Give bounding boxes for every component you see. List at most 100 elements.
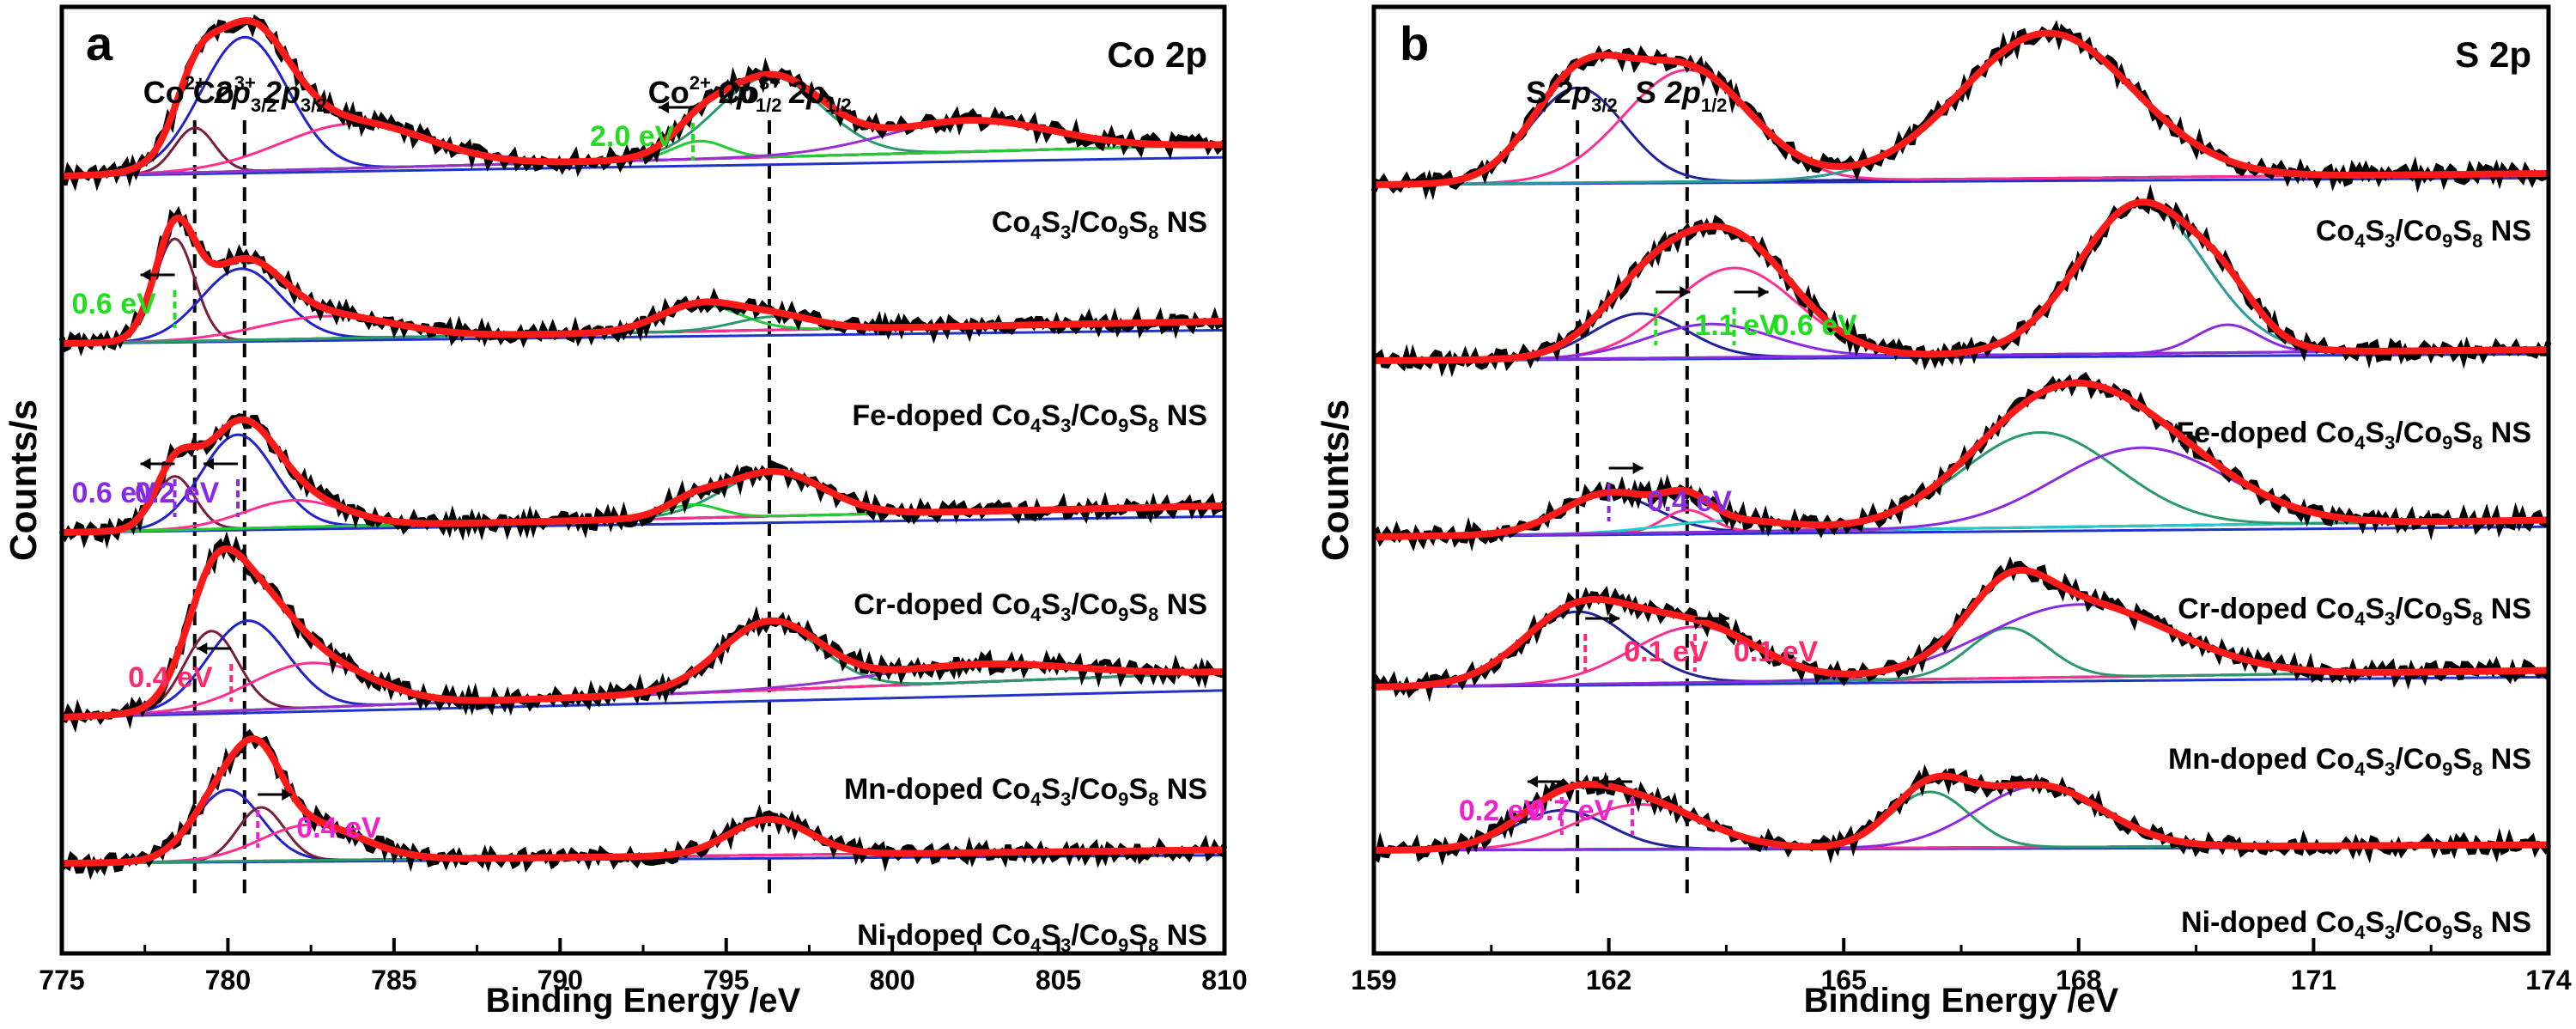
fit-envelope-line — [1373, 29, 2549, 188]
fit-envelope-line — [1373, 566, 2549, 691]
sample-label: Co4S3/Co9S8 NS — [992, 206, 1207, 243]
panel-title: Co 2p — [1107, 34, 1207, 75]
shift-value: 2.0 eV — [590, 120, 675, 153]
x-tick-label: 780 — [205, 965, 251, 996]
baseline-line — [61, 155, 1225, 178]
shift-value: 0.4 eV — [128, 661, 213, 694]
shift-value: 0.4 eV — [296, 812, 381, 844]
panel-letter: a — [86, 16, 113, 70]
peak-label: S 2p1/2 — [1636, 75, 1728, 116]
panel-a: Co4S3/Co9S8 NS Fe-doped Co4S3/Co9S8 NS Cr-… — [3, 4, 1248, 1020]
baseline-line — [61, 328, 1225, 345]
shift-arrowhead — [659, 101, 670, 113]
shift-value: 0.2 eV — [135, 477, 220, 509]
x-tick-label: 775 — [39, 965, 84, 996]
fit-envelope-line — [61, 17, 1225, 180]
shift-arrowhead — [140, 458, 151, 470]
x-tick-label: 171 — [2291, 965, 2336, 996]
spectrum-1: Co4S3/Co9S8 NS — [1370, 20, 2551, 252]
fit-envelope-line — [1373, 379, 2549, 540]
spectrum-4: Mn-doped Co4S3/Co9S8 NS — [1370, 556, 2551, 780]
shift-value: 0.6 eV — [1773, 309, 1858, 342]
shift-arrowhead — [1632, 462, 1643, 474]
sample-label: Mn-doped Co4S3/Co9S8 NS — [844, 773, 1207, 810]
spectrum-3: Cr-doped Co4S3/Co9S8 NS — [1371, 371, 2551, 630]
x-tick-label: 785 — [371, 965, 416, 996]
x-tick-label: 174 — [2525, 965, 2572, 996]
sample-label: Ni-doped Co4S3/Co9S8 NS — [2181, 906, 2531, 943]
shift-value: 0.4 eV — [1648, 485, 1733, 518]
spectrum-2: Fe-doped Co4S3/Co9S8 NS — [1372, 184, 2552, 454]
shift-annotation: 0.6 eV — [72, 458, 177, 517]
spectrum-5: Ni-doped Co4S3/Co9S8 NS — [59, 728, 1228, 956]
shift-value: 1.1 eV — [1694, 309, 1779, 342]
fit-envelope-line — [1373, 772, 2549, 854]
sample-label: Fe-doped Co4S3/Co9S8 NS — [852, 399, 1207, 436]
x-tick-label: 795 — [703, 965, 749, 996]
fit-envelope-line — [61, 545, 1225, 721]
x-tick-label: 790 — [538, 965, 583, 996]
shift-annotation: 0.6 eV — [1732, 286, 1858, 345]
shift-arrowhead — [1758, 286, 1769, 298]
peak-label: S 2p3/2 — [1526, 75, 1618, 116]
spectrum-5: Ni-doped Co4S3/Co9S8 NS — [1372, 764, 2551, 943]
raw-data-line — [58, 205, 1226, 357]
shift-value: 0.6 eV — [72, 288, 157, 320]
sample-label: Mn-doped Co4S3/Co9S8 NS — [2168, 743, 2531, 780]
shift-annotation: 0.1 eV — [1692, 612, 1819, 672]
panel-letter: b — [1400, 16, 1429, 70]
shift-arrowhead — [1718, 612, 1729, 624]
shift-annotation: 0.7 eV — [1529, 776, 1634, 835]
sample-label: Fe-doped Co4S3/Co9S8 NS — [2176, 417, 2531, 454]
x-tick-label: 168 — [2056, 965, 2101, 996]
spectrum-4: Mn-doped Co4S3/Co9S8 NS — [61, 531, 1225, 810]
sample-label: Co4S3/Co9S8 NS — [2316, 215, 2531, 252]
fit-envelope-line — [1373, 198, 2549, 364]
peak-label: Co3+ 2p1/2 — [718, 72, 852, 116]
fit-envelope-line — [61, 734, 1225, 867]
spectrum-1: Co4S3/Co9S8 NS — [61, 14, 1227, 243]
x-tick-label: 805 — [1036, 965, 1081, 996]
shift-annotation: 2.0 eV — [590, 101, 696, 161]
x-tick-label: 800 — [869, 965, 914, 996]
shift-annotation: 0.4 eV — [1607, 462, 1733, 521]
shift-arrowhead — [204, 458, 215, 470]
shift-annotation: 0.6 eV — [72, 269, 177, 328]
shift-arrowhead — [1527, 776, 1538, 788]
shift-arrowhead — [140, 269, 151, 281]
shift-annotation: 1.1 eV — [1654, 286, 1779, 345]
shift-value: 0.2 eV — [1459, 795, 1544, 827]
x-tick-label: 810 — [1201, 965, 1247, 996]
x-axis-title: Binding Energy /eV — [1804, 982, 2119, 1020]
shift-annotation: 0.2 eV — [1459, 776, 1564, 835]
shift-arrowhead — [282, 788, 293, 801]
shift-annotation: 0.2 eV — [135, 458, 240, 517]
raw-data-line — [58, 413, 1228, 549]
spectrum-2: Fe-doped Co4S3/Co9S8 NS — [58, 205, 1226, 436]
shift-arrowhead — [1597, 776, 1608, 788]
y-axis-title: Counts/s — [3, 399, 45, 561]
peak-label: Co2+ 2p1/2 — [648, 72, 782, 116]
peak-label: Co2+ 2p3/2 — [143, 72, 277, 116]
spectrum-3: Cr-doped Co4S3/Co9S8 NS — [58, 413, 1228, 625]
x-axis-title: Binding Energy /eV — [486, 982, 801, 1020]
shift-value: 0.6 eV — [72, 477, 157, 509]
panel-b: Co4S3/Co9S8 NS Fe-doped Co4S3/Co9S8 NS Cr-… — [1315, 4, 2572, 1020]
shift-annotation: 0.4 eV — [256, 788, 381, 848]
fit-envelope-line — [61, 214, 1225, 347]
baseline-line — [61, 689, 1225, 719]
shift-value: 0.1 eV — [1734, 636, 1819, 668]
y-axis-title: Counts/s — [1315, 399, 1357, 561]
x-tick-label: 162 — [1586, 965, 1631, 996]
shift-annotation: 0.4 eV — [128, 642, 234, 702]
sample-label: Ni-doped Co4S3/Co9S8 NS — [857, 919, 1207, 956]
x-tick-label: 165 — [1821, 965, 1867, 996]
shift-arrowhead — [197, 642, 208, 655]
shift-arrowhead — [1609, 612, 1620, 624]
x-tick-label: 159 — [1351, 965, 1396, 996]
shift-arrowhead — [1680, 286, 1691, 298]
peak-label: Co3+ 2p3/2 — [193, 72, 327, 116]
panel-title: S 2p — [2455, 34, 2531, 75]
sample-label: Cr-doped Co4S3/Co9S8 NS — [854, 588, 1207, 625]
